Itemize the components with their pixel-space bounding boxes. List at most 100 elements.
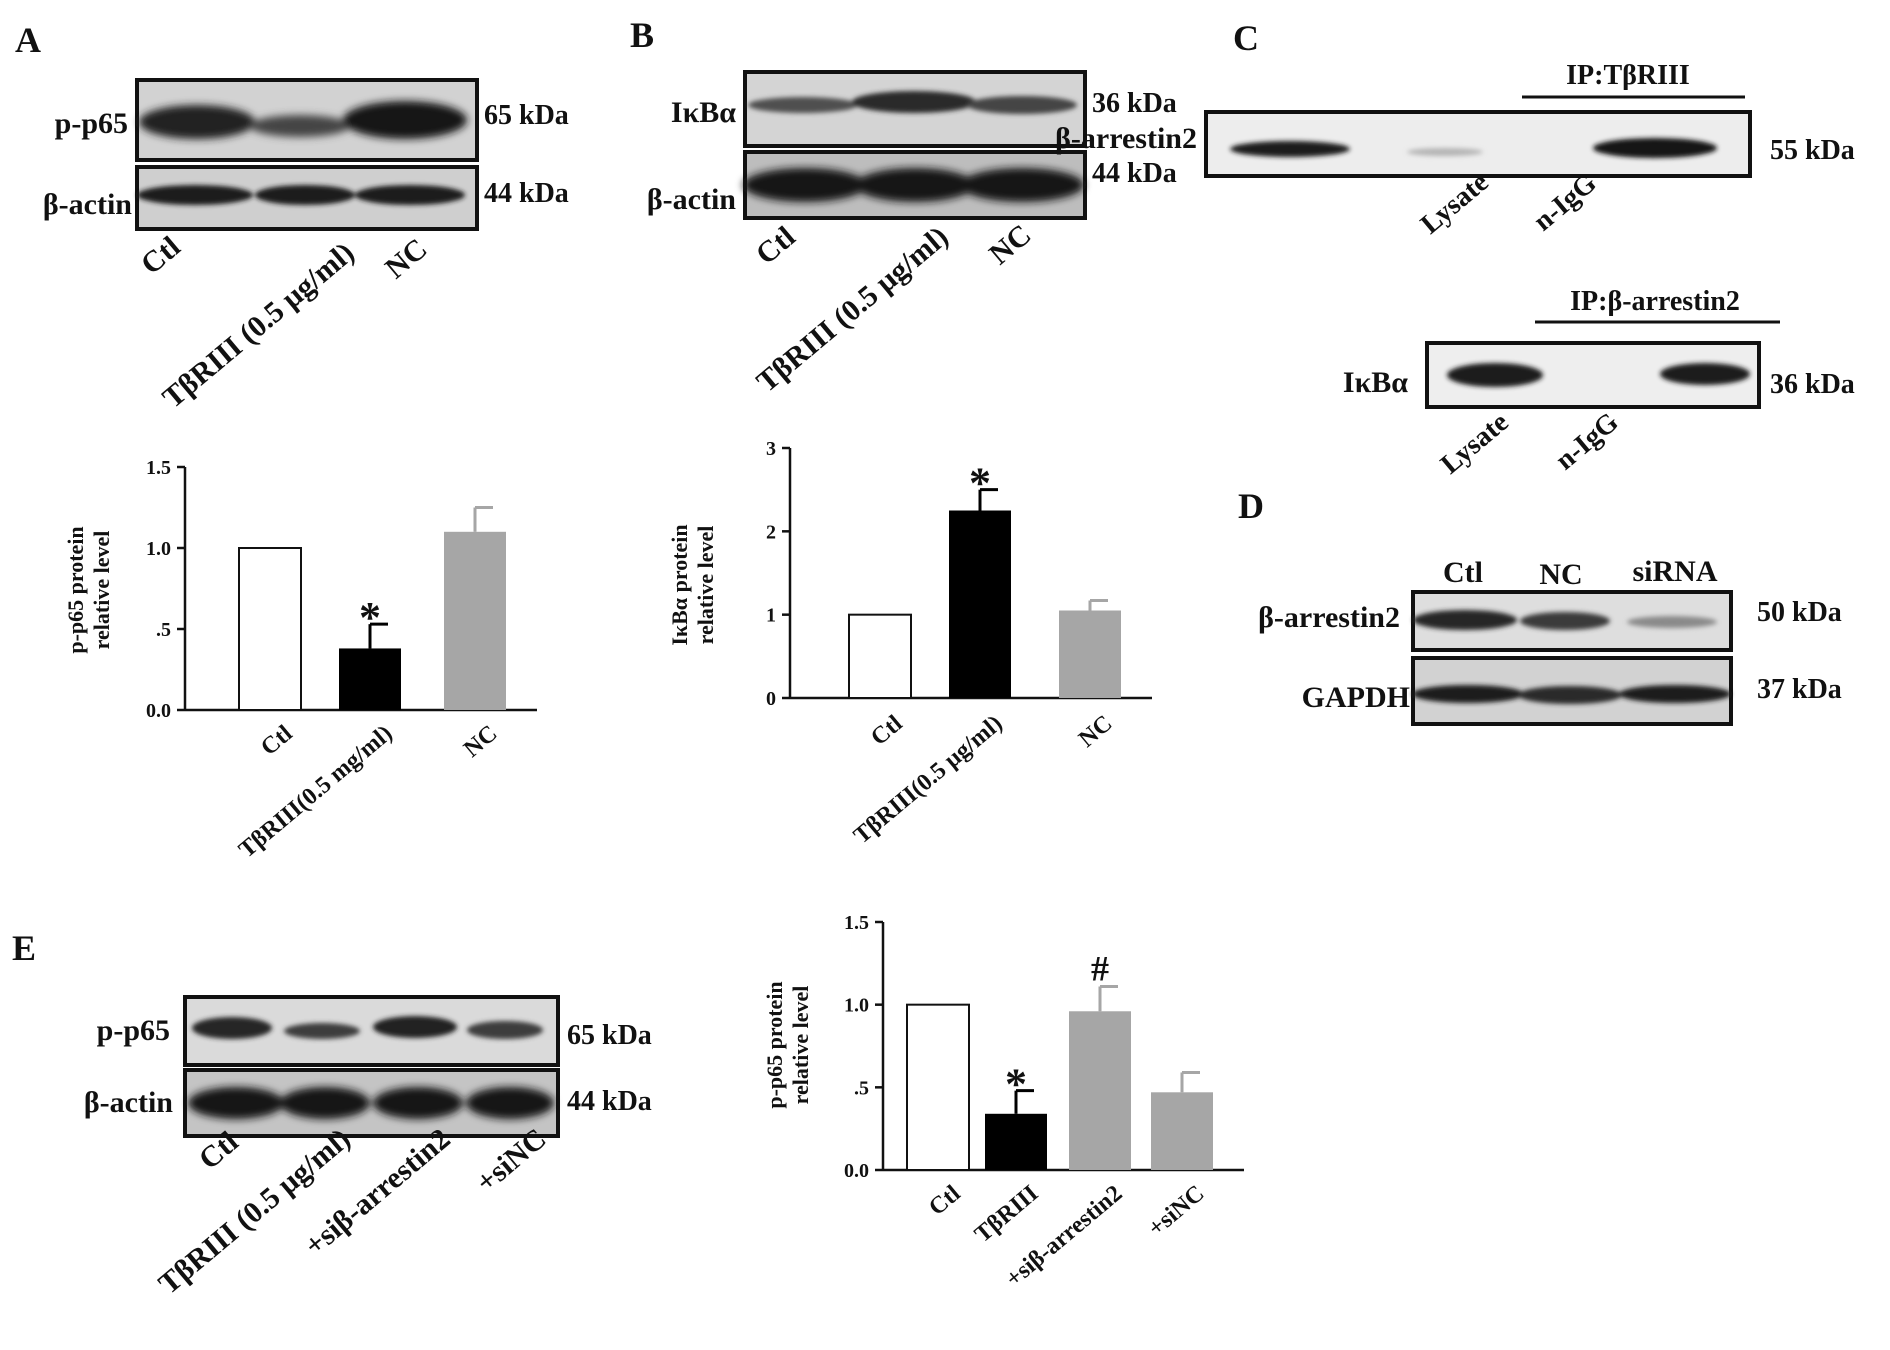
chart-b-bar [848, 613, 912, 700]
chart-b-ylabel: IκBα proteinrelative level [667, 524, 718, 645]
chart-e-ylabel-line: p-p65 protein [762, 981, 787, 1108]
blot-e-row-label-actin: β-actin [84, 1086, 173, 1119]
chart-a-bar [238, 547, 302, 711]
chart-b-ytick-label: 2 [766, 521, 776, 543]
blot-c2-kda: 36 kDa [1770, 369, 1855, 400]
blot-d: Ctl NC siRNA β-arrestin2 GAPDH 50 kDa 37… [1258, 555, 1842, 726]
chart-b-ytick-label: 3 [766, 438, 776, 460]
chart-b-category-label: NC [1074, 710, 1117, 752]
blot-d-row-label-arrestin: β-arrestin2 [1258, 601, 1400, 634]
blot-b-kda-actin: 44 kDa [1092, 158, 1177, 189]
chart-e-ytick-label: 1.5 [844, 912, 869, 934]
blot-a-kda-p65: 65 kDa [484, 100, 569, 131]
chart-e-ylabel-line: relative level [788, 986, 813, 1105]
blot-c2-row-label: IκBα [1343, 366, 1408, 399]
blot-a-row-label-p65: p-p65 [55, 107, 128, 140]
chart-a-ytick-label: 1.5 [146, 457, 171, 479]
chart-e-ytick-label: 0.0 [844, 1160, 869, 1182]
blot-d-lane-3: siRNA [1632, 555, 1717, 588]
blot-c1: IP:TβRIII β-arrestin2 55 kDa Lysate n-Ig… [1055, 60, 1855, 240]
chart-e-category-label: TβRIII [970, 1180, 1043, 1247]
chart-a-ylabel-line: p-p65 protein [63, 526, 88, 653]
blot-a-lane-3: NC [379, 232, 433, 285]
chart-a-significance-mark: * [359, 593, 381, 642]
blot-b-bands-ikba [748, 91, 1077, 114]
chart-e-ytick-label: .5 [854, 1077, 869, 1099]
blot-e-kda-actin: 44 kDa [567, 1086, 652, 1117]
chart-e-ylabel: p-p65 proteinrelative level [762, 981, 813, 1108]
blot-b-kda-ikba: 36 kDa [1092, 88, 1177, 119]
chart-a-ylabel-line: relative level [89, 531, 114, 650]
chart-b-bar [1059, 610, 1121, 698]
chart-e-category-label: Ctl [924, 1180, 965, 1221]
blot-e: p-p65 β-actin 65 kDa 44 kDa Ctl TβRIII (… [84, 995, 652, 1301]
blot-a-bands-p65 [139, 101, 467, 139]
blot-d-bands-arrestin [1413, 610, 1717, 630]
chart-e: 0.0 .5 1.0 1.5 p-p65 proteinrelative level Ct… [762, 912, 1244, 1292]
chart-a: 0.0 .5 1.0 1.5 p-p65 proteinrelative level Ct… [63, 457, 537, 863]
blot-c1-row-label: β-arrestin2 [1055, 122, 1197, 155]
panel-letter-b: B [630, 15, 654, 55]
chart-a-ytick-label: .5 [156, 619, 171, 641]
chart-b-category-label: Ctl [866, 710, 907, 751]
chart-b-significance-mark: * [969, 459, 991, 508]
blot-c2-ip-label: IP:β-arrestin2 [1570, 286, 1740, 317]
blot-a-lane-2: TβRIII (0.5 μg/ml) [156, 236, 360, 415]
chart-a-bar [444, 531, 506, 710]
blot-b-lane-3: NC [983, 218, 1037, 271]
blot-e-kda-p65: 65 kDa [567, 1020, 652, 1051]
chart-e-ytick-label: 1.0 [844, 995, 869, 1017]
chart-a-ytick-label: 1.0 [146, 538, 171, 560]
blot-e-lane-2: TβRIII (0.5 μg/ml) [152, 1122, 356, 1301]
chart-e-significance-mark: # [1091, 948, 1109, 988]
blot-d-bands-gapdh [1412, 685, 1731, 704]
chart-b-ytick-label: 0 [766, 688, 776, 710]
blot-d-lane-2: NC [1539, 558, 1582, 591]
blot-c2: IP:β-arrestin2 IκBα 36 kDa Lysate n-IgG [1343, 286, 1855, 480]
blot-d-kda-arrestin: 50 kDa [1757, 597, 1842, 628]
blot-e-row-label-p65: p-p65 [97, 1014, 170, 1047]
chart-e-category-label: +siNC [1143, 1180, 1209, 1241]
blot-a-row-label-actin: β-actin [43, 188, 132, 221]
chart-b-bar [949, 510, 1011, 698]
blot-a: p-p65 β-actin 65 kDa 44 kDa Ctl TβRIII (… [43, 78, 569, 415]
chart-e-bar [985, 1113, 1047, 1170]
chart-a-bar [339, 648, 401, 710]
blot-d-lane-1: Ctl [1443, 556, 1483, 589]
chart-a-ytick-label: 0.0 [146, 700, 171, 722]
panel-letter-c: C [1233, 18, 1259, 58]
blot-b-lane-1: Ctl [750, 220, 802, 271]
chart-b-ylabel-line: IκBα protein [667, 524, 692, 645]
blot-b-bands-actin [743, 168, 1084, 202]
blot-e-bands-actin [188, 1087, 554, 1119]
blot-c1-kda: 55 kDa [1770, 135, 1855, 166]
chart-e-bar [1151, 1092, 1213, 1170]
blot-c1-bands [1230, 138, 1717, 158]
blot-b: IκBα β-actin 36 kDa 44 kDa Ctl TβRIII (0… [647, 70, 1177, 399]
blot-a-bands-actin [137, 185, 465, 205]
chart-a-category-label: Ctl [256, 720, 297, 761]
blot-c1-ip-label: IP:TβRIII [1566, 60, 1690, 91]
panel-letter-d: D [1238, 486, 1264, 526]
blot-b-row-label-actin: β-actin [647, 183, 736, 216]
chart-e-bar [1069, 1011, 1131, 1170]
blot-a-lane-1: Ctl [135, 230, 187, 281]
blot-c2-bands [1447, 363, 1750, 387]
chart-e-bar [906, 1003, 970, 1172]
panel-letter-a: A [15, 20, 41, 60]
chart-b-ytick-label: 1 [766, 605, 776, 627]
chart-a-ylabel: p-p65 proteinrelative level [63, 526, 114, 653]
blot-d-kda-gapdh: 37 kDa [1757, 674, 1842, 705]
blot-e-bands-p65 [192, 1016, 543, 1039]
chart-e-significance-mark: * [1005, 1060, 1027, 1109]
chart-a-category-label: NC [459, 720, 502, 762]
blot-d-row-label-gapdh: GAPDH [1302, 681, 1410, 714]
chart-b-ylabel-line: relative level [693, 526, 718, 645]
blot-c2-lane-2: n-IgG [1550, 406, 1625, 476]
blot-a-kda-actin: 44 kDa [484, 178, 569, 209]
panel-letter-e: E [12, 928, 36, 968]
blot-c2-lane-1: Lysate [1435, 407, 1515, 481]
blot-b-row-label-ikba: IκBα [671, 96, 736, 129]
